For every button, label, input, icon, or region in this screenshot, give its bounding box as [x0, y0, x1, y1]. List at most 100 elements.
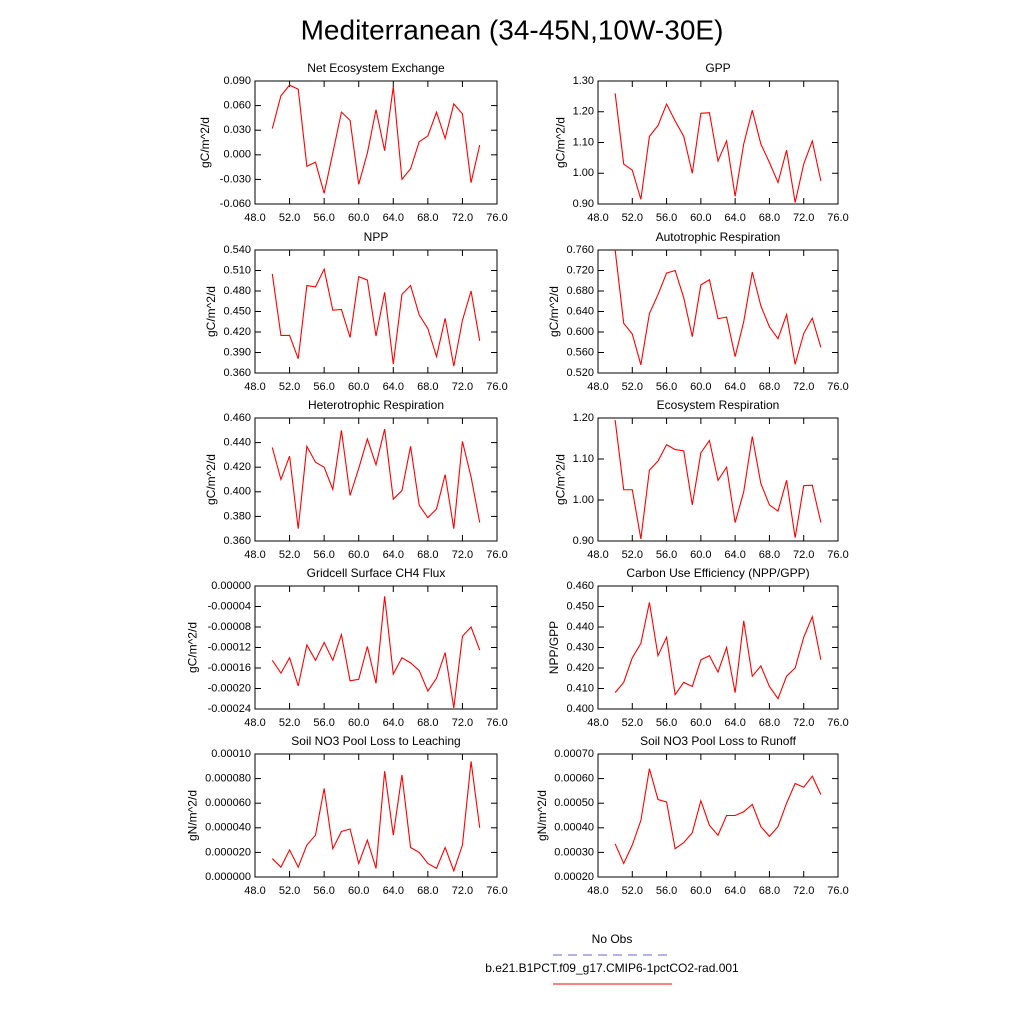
- y-tick-label: -0.00024: [208, 703, 251, 715]
- x-tick-label: 60.0: [348, 381, 369, 393]
- panel-title: Ecosystem Respiration: [657, 398, 780, 412]
- panel-title: Gridcell Surface CH4 Flux: [307, 566, 446, 580]
- plot-frame: [597, 585, 839, 710]
- y-axis-label: gC/m^2/d: [204, 286, 218, 337]
- y-tick-label: 0.760: [566, 244, 594, 256]
- x-tick-label: 60.0: [348, 549, 369, 561]
- y-tick-label: 0.00010: [211, 748, 251, 760]
- x-tick-label: 48.0: [244, 381, 265, 393]
- x-tick-label: 48.0: [244, 717, 265, 729]
- y-tick-label: 0.510: [223, 264, 251, 276]
- x-tick-label: 76.0: [486, 549, 507, 561]
- y-tick-label: 0.90: [573, 198, 594, 210]
- y-tick-label: 0.440: [223, 437, 251, 449]
- data-line: [614, 249, 822, 365]
- y-tick-label: 0.450: [223, 305, 251, 317]
- y-tick-label: -0.00008: [208, 621, 251, 633]
- x-tick-label: 48.0: [587, 885, 608, 897]
- x-tick-label: 72.0: [452, 885, 473, 897]
- x-tick-label: 48.0: [587, 212, 608, 224]
- x-tick-label: 72.0: [793, 549, 814, 561]
- x-tick-label: 56.0: [313, 885, 334, 897]
- x-tick-label: 56.0: [313, 212, 334, 224]
- y-axis-label: NPP/GPP: [547, 621, 561, 674]
- x-tick-label: 48.0: [244, 885, 265, 897]
- x-tick-label: 64.0: [724, 885, 745, 897]
- data-line: [271, 267, 481, 367]
- plot-frame: [597, 249, 839, 374]
- data-line: [271, 428, 481, 529]
- x-tick-label: 68.0: [417, 549, 438, 561]
- x-tick-label: 68.0: [759, 549, 780, 561]
- y-tick-label: 0.00050: [554, 797, 594, 809]
- x-tick-label: 60.0: [690, 549, 711, 561]
- panel-title: Carbon Use Efficiency (NPP/GPP): [626, 566, 809, 580]
- y-tick-label: 0.420: [223, 326, 251, 338]
- data-line: [614, 419, 822, 540]
- y-tick-label: 0.000020: [205, 846, 251, 858]
- plot-frame: [597, 417, 839, 542]
- y-tick-label: 0.360: [223, 367, 251, 379]
- y-tick-label: 0.00030: [554, 846, 594, 858]
- x-tick-label: 68.0: [417, 381, 438, 393]
- x-tick-label: 64.0: [383, 885, 404, 897]
- y-tick-label: -0.060: [220, 198, 251, 210]
- y-tick-label: 0.390: [223, 346, 251, 358]
- x-tick-label: 64.0: [724, 381, 745, 393]
- x-tick-label: 72.0: [452, 717, 473, 729]
- x-tick-label: 76.0: [486, 717, 507, 729]
- x-tick-label: 48.0: [244, 212, 265, 224]
- plot-frame: [597, 753, 839, 878]
- y-tick-label: 0.640: [566, 305, 594, 317]
- panel-title: Heterotrophic Respiration: [308, 398, 444, 412]
- panel-title: Net Ecosystem Exchange: [307, 61, 445, 75]
- x-tick-label: 56.0: [656, 885, 677, 897]
- y-tick-label: 0.00060: [554, 773, 594, 785]
- x-tick-label: 48.0: [587, 717, 608, 729]
- y-tick-label: 1.00: [573, 494, 594, 506]
- x-tick-label: 72.0: [452, 549, 473, 561]
- x-tick-label: 72.0: [793, 212, 814, 224]
- x-tick-label: 56.0: [313, 717, 334, 729]
- x-tick-label: 52.0: [279, 212, 300, 224]
- y-axis-label: gC/m^2/d: [198, 117, 212, 168]
- x-tick-label: 72.0: [793, 381, 814, 393]
- y-axis-label: gC/m^2/d: [204, 454, 218, 505]
- y-tick-label: 0.000040: [205, 822, 251, 834]
- legend-label: No Obs: [592, 932, 633, 946]
- y-axis-label: gC/m^2/d: [186, 622, 200, 673]
- y-tick-label: 0.060: [223, 100, 251, 112]
- y-tick-label: 0.00040: [554, 822, 594, 834]
- y-tick-label: 0.400: [566, 703, 594, 715]
- y-axis-label: gC/m^2/d: [553, 454, 567, 505]
- x-tick-label: 68.0: [759, 381, 780, 393]
- x-tick-label: 76.0: [486, 212, 507, 224]
- x-tick-label: 68.0: [417, 717, 438, 729]
- data-line: [614, 602, 822, 700]
- x-tick-label: 52.0: [279, 549, 300, 561]
- y-tick-label: 1.10: [573, 136, 594, 148]
- y-tick-label: 0.00000: [211, 580, 251, 592]
- x-tick-label: 72.0: [452, 212, 473, 224]
- y-axis-label: gC/m^2/d: [547, 286, 561, 337]
- y-tick-label: 0.560: [566, 346, 594, 358]
- x-tick-label: 60.0: [690, 381, 711, 393]
- y-tick-label: 0.720: [566, 264, 594, 276]
- y-tick-label: 0.460: [566, 580, 594, 592]
- x-tick-label: 48.0: [587, 549, 608, 561]
- y-tick-label: 0.600: [566, 326, 594, 338]
- y-tick-label: 0.450: [566, 600, 594, 612]
- y-axis-label: gC/m^2/d: [553, 117, 567, 168]
- y-tick-label: -0.030: [220, 173, 251, 185]
- y-tick-label: 1.20: [573, 412, 594, 424]
- y-tick-label: 1.10: [573, 453, 594, 465]
- data-line: [614, 93, 822, 203]
- data-line: [271, 596, 481, 709]
- x-tick-label: 56.0: [656, 212, 677, 224]
- y-tick-label: 0.000060: [205, 797, 251, 809]
- x-tick-label: 76.0: [827, 549, 848, 561]
- plot-frame: [254, 80, 498, 205]
- panel-title: NPP: [364, 230, 389, 244]
- y-tick-label: 0.430: [566, 641, 594, 653]
